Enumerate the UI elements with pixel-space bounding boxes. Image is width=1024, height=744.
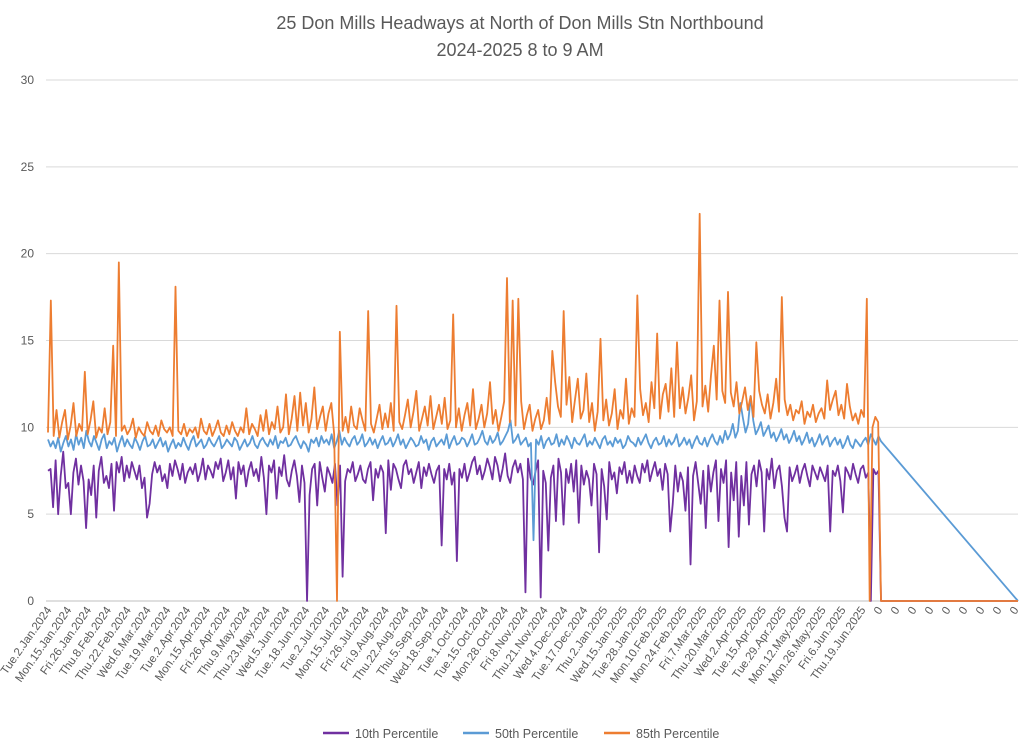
y-tick-label: 0 [27,594,34,608]
legend: 10th Percentile 50th Percentile 85th Perce… [323,727,719,741]
x-tick-label: 0 [940,605,954,617]
x-tick-label: 0 [906,605,920,617]
y-axis-ticks: 0 5 10 15 20 25 30 [21,73,35,608]
y-tick-label: 15 [21,334,35,348]
series-line-0 [47,450,1018,602]
y-tick-label: 25 [21,160,35,174]
y-tick-label: 20 [21,247,35,261]
x-tick-label: 0 [974,605,988,617]
x-tick-label: 0 [957,605,971,617]
legend-label: 85th Percentile [636,727,719,741]
x-axis-ticks: Tue.2.Jan.2024Mon.15.Jan.2024Fri.26.Jan.… [0,604,1021,687]
y-tick-label: 10 [21,420,35,434]
y-tick-label: 30 [21,73,35,87]
legend-label: 50th Percentile [495,727,578,741]
series-lines [47,212,1019,602]
chart-title: 25 Don Mills Headways at North of Don Mi… [276,13,763,33]
y-tick-label: 5 [27,507,34,521]
x-tick-label: 0 [923,605,937,617]
legend-label: 10th Percentile [355,727,438,741]
x-tick-label: 0 [991,605,1005,617]
x-tick-label: 0 [889,605,903,617]
series-line-2 [47,212,1018,602]
series-line-1 [47,395,1019,602]
x-tick-label: 0 [1008,605,1022,617]
chart-subtitle: 2024-2025 8 to 9 AM [436,40,603,60]
x-tick-label: 0 [872,605,886,617]
